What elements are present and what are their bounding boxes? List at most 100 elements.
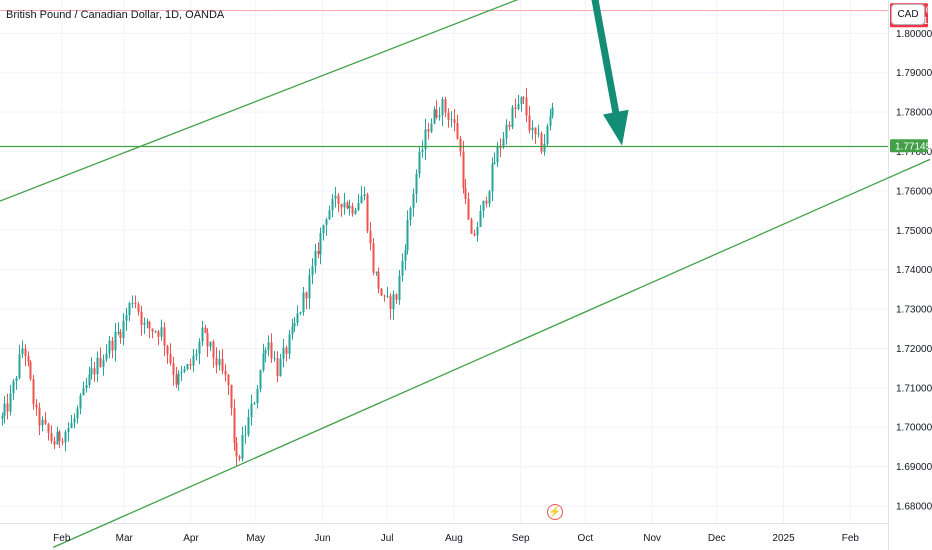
candle-body <box>525 97 528 116</box>
candle-body <box>546 125 549 144</box>
candle-body <box>273 357 276 359</box>
candle-body <box>105 353 108 360</box>
candle-body <box>233 408 236 443</box>
candle-body <box>85 385 88 389</box>
candle-body <box>401 260 404 276</box>
x-tick-label: Nov <box>643 533 661 544</box>
candle-body <box>134 302 137 305</box>
candle-body <box>224 370 227 375</box>
candle-body <box>253 403 256 405</box>
candle-body <box>235 442 238 457</box>
candle-body <box>247 417 250 435</box>
candle-body <box>50 432 53 441</box>
candle-body <box>15 378 18 382</box>
candle-body <box>299 312 302 314</box>
candle-body <box>499 147 502 149</box>
candle-body <box>119 331 122 339</box>
candle-body <box>511 107 514 128</box>
candle-body <box>218 359 221 366</box>
candle-body <box>114 331 117 351</box>
candle-body <box>209 341 212 347</box>
candle-body <box>470 219 473 234</box>
candle-body <box>372 243 375 273</box>
price-label: 1.77145 <box>890 139 932 153</box>
candle-body <box>354 209 357 214</box>
candle-body <box>346 202 349 209</box>
candle-body <box>88 374 91 386</box>
candle-body <box>9 393 12 412</box>
candle-body <box>375 271 378 273</box>
candles <box>1 87 554 467</box>
candle-body <box>90 368 93 375</box>
candle-body <box>491 163 494 192</box>
candle-body <box>317 250 320 255</box>
candle-body <box>340 204 343 208</box>
candle-body <box>276 357 279 377</box>
currency-button[interactable]: CAD <box>891 4 925 25</box>
candle-body <box>189 364 192 366</box>
candle-body <box>386 295 389 297</box>
candle-body <box>163 327 166 346</box>
candle-body <box>427 129 430 132</box>
candle-body <box>195 353 198 356</box>
x-tick-label: Dec <box>708 533 726 544</box>
candle-body <box>438 115 441 118</box>
candle-body <box>256 388 259 404</box>
candle-body <box>204 327 207 333</box>
candle-body <box>534 127 537 135</box>
candle-body <box>6 403 9 412</box>
candle-body <box>517 104 520 109</box>
x-tick-label: May <box>246 533 265 544</box>
trend-line <box>0 0 519 202</box>
candle-body <box>493 162 496 164</box>
candle-body <box>215 357 218 366</box>
candle-body <box>409 207 412 220</box>
candle-body <box>227 374 230 385</box>
candle-body <box>508 124 511 128</box>
candle-body <box>305 292 308 299</box>
candle-body <box>433 109 436 124</box>
lightning-icon[interactable]: ⚡ <box>547 504 563 520</box>
candle-body <box>531 127 534 131</box>
candle-body <box>502 138 505 148</box>
y-tick-label: 1.79000 <box>896 68 932 79</box>
candle-body <box>212 341 215 358</box>
y-axis: 1.68000 1.69000 1.70000 1.71000 1.72000 1.730… <box>896 0 932 513</box>
candle-body <box>244 434 247 436</box>
candle-body <box>29 361 32 380</box>
candle-body <box>363 194 366 196</box>
candle-body <box>186 364 189 370</box>
candle-body <box>160 327 163 337</box>
candle-body <box>459 138 462 152</box>
candle-body <box>467 198 470 220</box>
candle-body <box>357 203 360 210</box>
candle-body <box>476 226 479 236</box>
chart-title: British Pound / Canadian Dollar, 1D, OAN… <box>6 9 225 21</box>
candle-body <box>293 322 296 327</box>
candle-body <box>395 294 398 300</box>
candle-body <box>415 173 418 194</box>
x-tick-label: Oct <box>578 533 594 544</box>
candle-body <box>122 320 125 339</box>
candle-body <box>528 115 531 131</box>
candle-body <box>482 200 485 212</box>
x-tick-label: 2025 <box>772 533 795 544</box>
candle-body <box>551 107 554 116</box>
candle-body <box>308 275 311 299</box>
candle-body <box>125 315 128 321</box>
candle-body <box>128 303 131 316</box>
candle-body <box>151 328 154 332</box>
candle-body <box>337 195 340 205</box>
candle-body <box>505 124 508 139</box>
candle-body <box>47 423 50 433</box>
candle-body <box>540 133 543 152</box>
candle-body <box>183 369 186 372</box>
candle-body <box>53 440 56 445</box>
down-arrow <box>591 0 629 146</box>
candle-body <box>12 381 15 394</box>
candle-body <box>18 354 21 379</box>
candle-body <box>279 358 282 377</box>
x-axis: Feb Mar Apr May Jun Jul Aug Sep Oct Nov Dec 2025 Feb <box>53 533 859 544</box>
